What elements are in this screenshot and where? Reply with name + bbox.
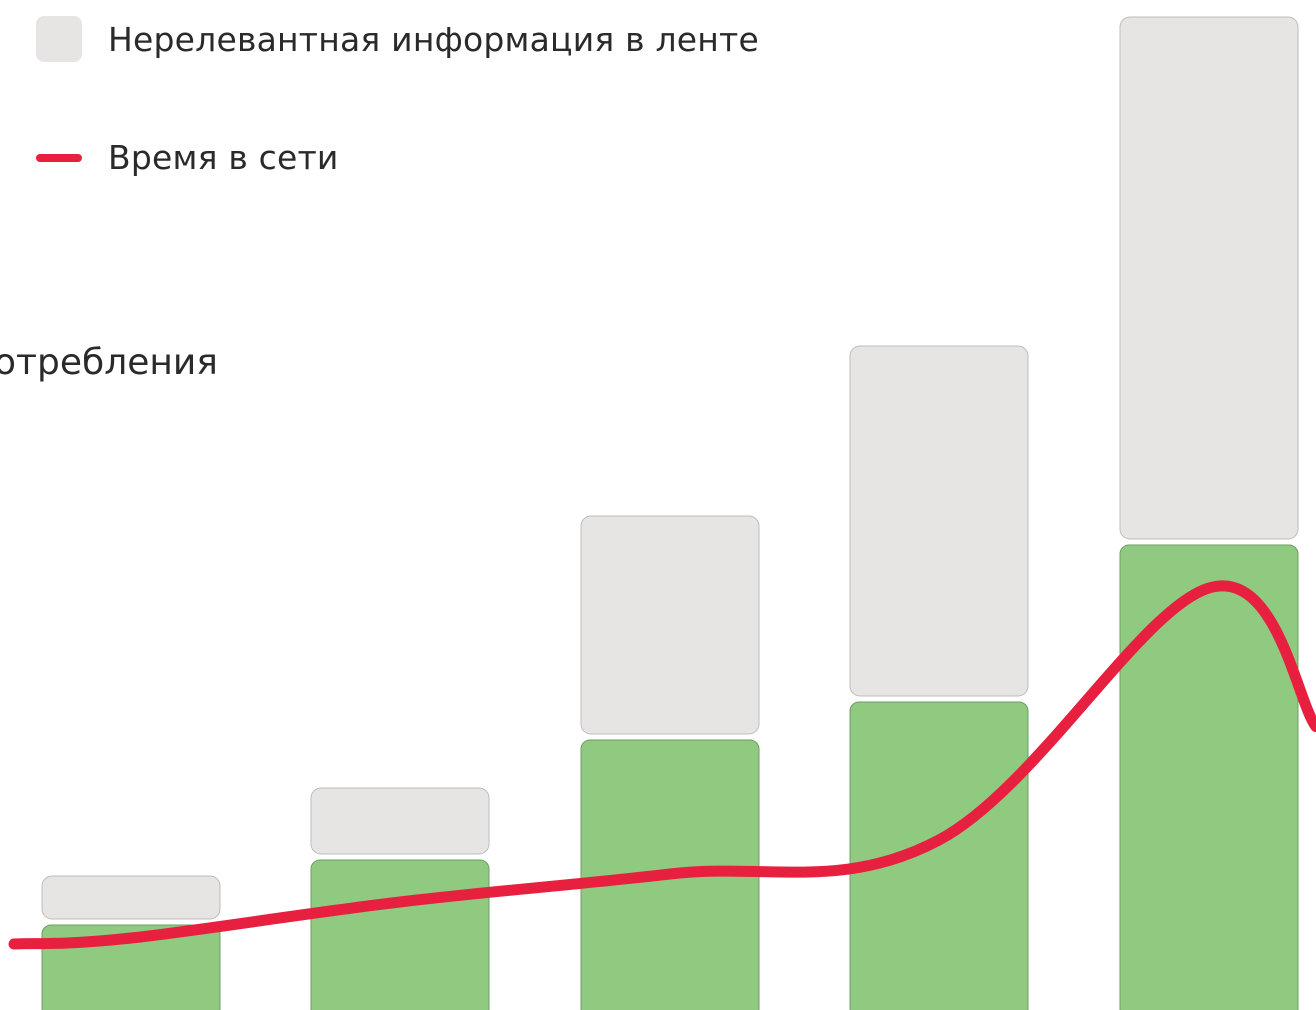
legend-item-irrelevant-info: Нерелевантная информация в ленте <box>36 16 759 62</box>
bar-relevant-3 <box>849 701 1029 1010</box>
bar-relevant-4 <box>1119 544 1299 1010</box>
bar-irrelevant-3 <box>849 345 1029 697</box>
legend-item-time-online: Время в сети <box>36 138 339 177</box>
bar-irrelevant-1 <box>310 787 490 855</box>
bar-irrelevant-2 <box>580 515 760 735</box>
bar-relevant-1 <box>310 859 490 1010</box>
chart-caption: отребления <box>0 342 218 383</box>
bar-irrelevant-4 <box>1119 16 1299 540</box>
legend-label-time-online: Время в сети <box>108 138 339 177</box>
legend-swatch-irrelevant-info <box>36 16 82 62</box>
legend-swatch-time-online <box>36 153 82 162</box>
legend-label-irrelevant-info: Нерелевантная информация в ленте <box>108 19 759 59</box>
bar-irrelevant-0 <box>41 875 221 920</box>
line-time-online <box>8 580 1316 950</box>
